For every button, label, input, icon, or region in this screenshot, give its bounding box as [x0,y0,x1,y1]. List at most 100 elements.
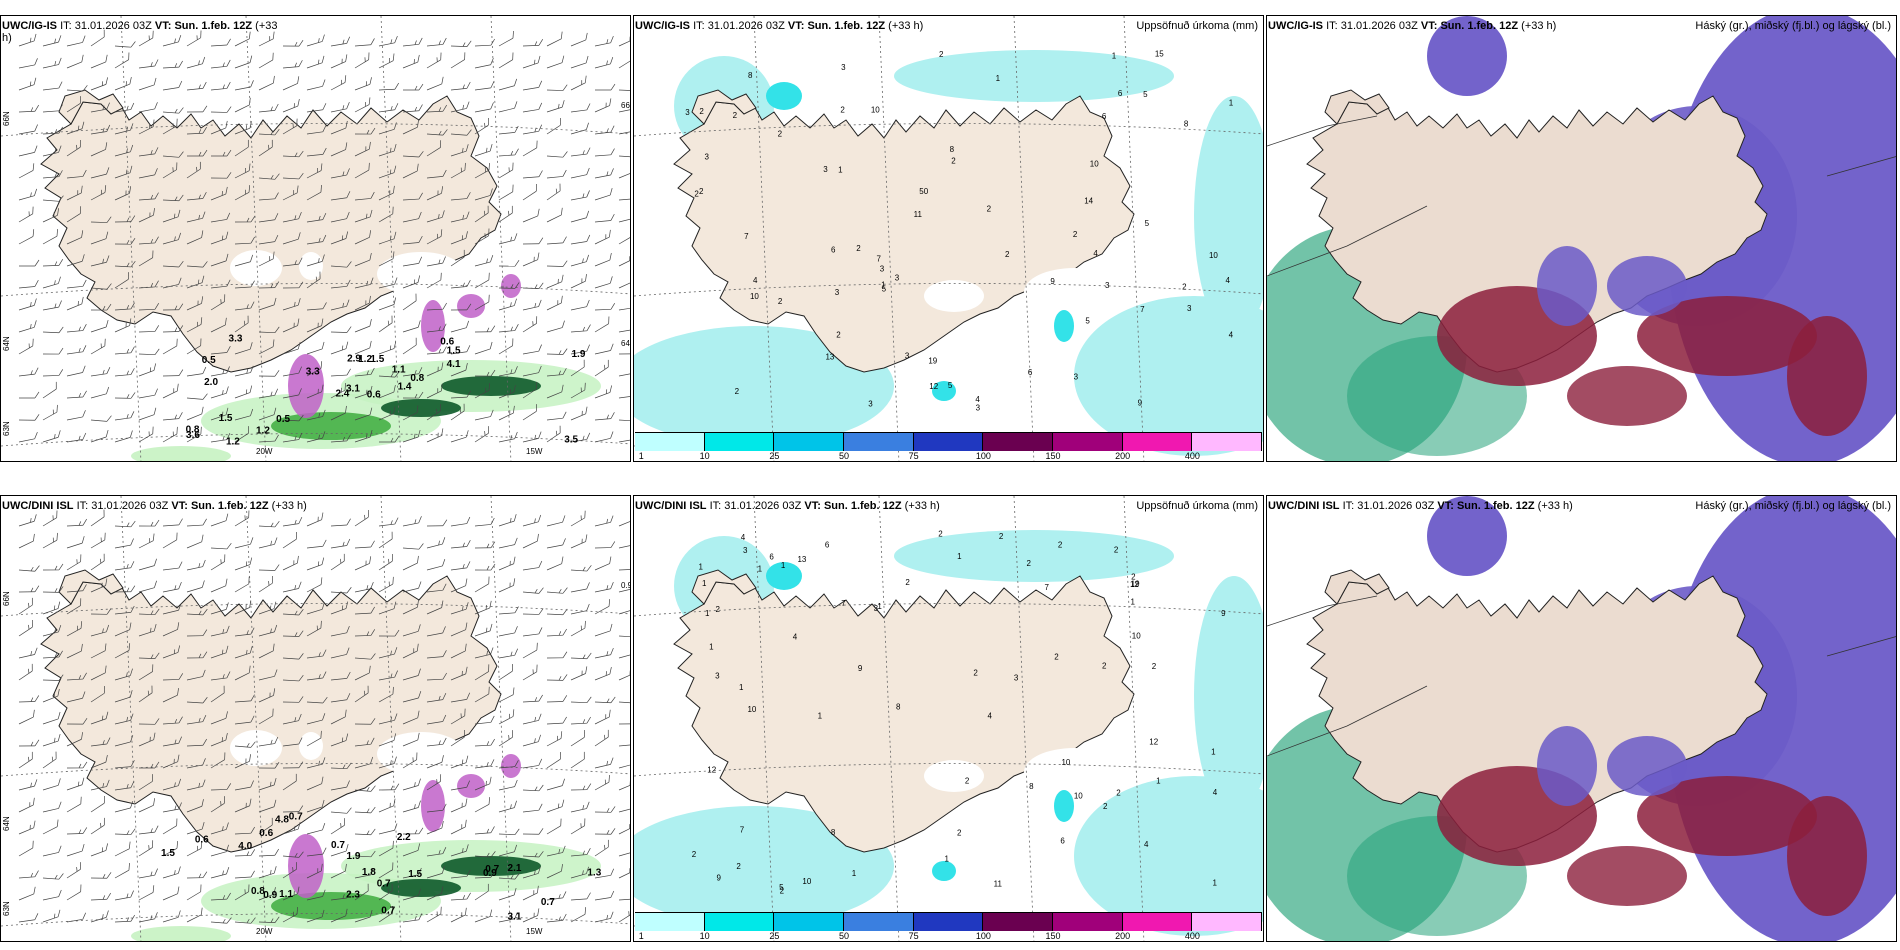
value-label: 0.6 [195,835,209,846]
wind-barb [354,319,372,333]
value-label: 2 [957,828,962,837]
colorbar-segment [913,913,984,931]
wind-barb [570,75,587,91]
wind-barb [210,186,228,201]
wind-barb [498,578,516,593]
wind-barb [354,556,372,571]
wind-barb [402,83,424,91]
wind-barb [186,738,208,747]
wind-barb [306,539,327,549]
wind-barb [282,185,299,201]
wind-barb [522,866,541,879]
wind-barb [618,130,630,135]
precip-field [634,806,894,926]
colorbar-segment [635,433,705,451]
wind-barb [594,729,609,747]
wind-barb [426,650,447,659]
wind-barb [138,825,159,835]
wind-barb [354,127,376,135]
wind-barb [522,344,542,355]
wind-barb [306,863,323,879]
wind-barb [162,802,182,813]
wind-barb [138,30,154,47]
wind-barb [474,870,495,879]
wind-barb [138,407,157,421]
wind-barb [570,510,586,527]
panel-variable-label: Háský (gr.), miðský (fj.bl.) og lágský (… [1695,20,1891,32]
wind-barb [522,431,542,443]
wind-barb [114,841,131,857]
value-label: 2 [951,157,956,166]
value-label: 3.3 [306,367,320,378]
colorbar-tick: 400 [1184,451,1200,461]
value-label: 19 [928,356,937,365]
value-label: 3 [874,604,879,613]
wind-barb [330,538,351,549]
wind-barb [306,341,325,355]
wind-barb [162,118,178,135]
wind-barb [594,252,612,267]
wind-barb [522,734,541,747]
convective-cell [421,300,445,352]
wind-barb [282,674,304,682]
wind-barb [210,685,225,703]
wind-barb [258,128,280,136]
colorbar-tick: 150 [1045,931,1061,941]
precip-band [131,446,231,461]
wind-barb [66,432,87,443]
wind-barb [90,532,106,549]
wind-barb [114,237,136,245]
wind-barb [258,75,275,91]
wind-barb [474,517,495,527]
value-label: 2 [699,107,704,116]
wind-barb [42,276,61,289]
wind-barb [210,917,232,924]
wind-barb [282,822,301,835]
wind-barb [66,672,87,681]
wind-barb [450,602,469,615]
wind-barb [282,257,303,267]
wind-barb [522,55,541,69]
wind-barb [498,514,517,527]
wind-barb [90,643,107,659]
wind-barb [522,560,543,571]
value-label: 2 [778,129,783,138]
convective-cell [501,754,521,778]
wind-barb [522,252,540,267]
title-title-it: 31.01.2026 03Z [91,500,169,512]
wind-barb [546,151,568,158]
wind-barb [18,695,40,703]
wind-barb [594,359,609,377]
wind-barb [450,516,471,527]
wind-barb [570,907,587,923]
wind-barb [138,363,157,377]
wind-barb [498,405,515,421]
wind-barb [114,318,132,333]
convective-cell [501,274,521,298]
wind-barb [354,230,372,245]
value-label: 1 [1156,777,1161,786]
wind-barb [522,608,544,615]
wind-barb [114,781,135,791]
wind-barb [138,208,155,223]
wind-barb [42,35,62,47]
wind-barb [354,191,375,201]
edge-label: 66N [621,101,631,110]
wind-barb [114,801,134,813]
wind-barb [354,785,376,792]
latitude-line [634,283,1263,297]
panel-title: UWC/DINI ISL IT: 31.01.2026 03Z VT: Sun.… [635,500,940,512]
precip-band [441,376,541,396]
colorbar-segment [1053,913,1123,931]
wind-barb [618,898,630,901]
wind-barb [234,780,254,791]
wind-barb [618,155,630,158]
wind-barb [594,168,614,179]
title-title-model: UWC/IG-IS [635,20,690,32]
wind-barb [594,343,614,355]
wind-barb [570,652,592,660]
wind-barb [234,97,251,113]
wind-barb [90,578,108,593]
wind-barb [306,909,325,923]
wind-barb [138,388,158,399]
